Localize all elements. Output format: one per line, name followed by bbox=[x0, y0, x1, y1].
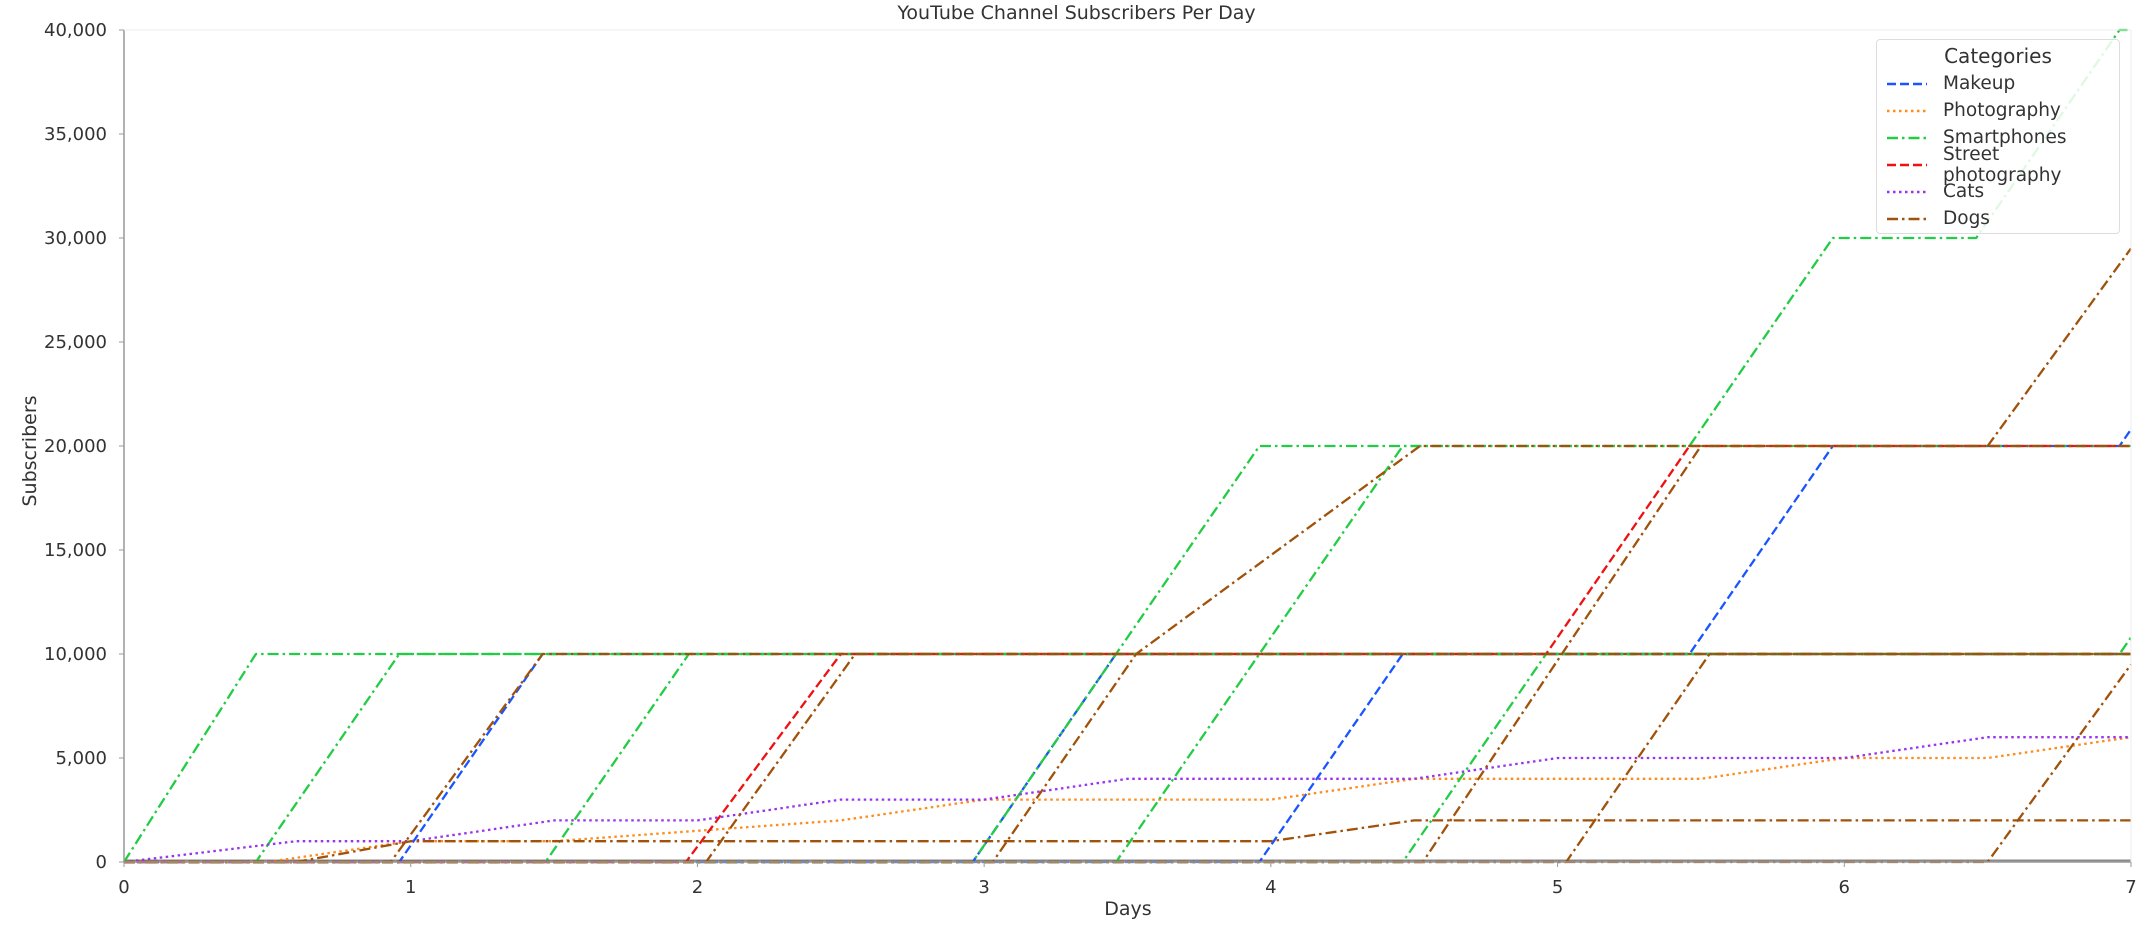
series-line-smartphones-9 bbox=[124, 636, 2132, 864]
series-line-dogs-18 bbox=[124, 663, 2132, 864]
legend-swatch bbox=[1887, 136, 1927, 139]
y-tick-label: 5,000 bbox=[55, 748, 107, 769]
legend-swatch bbox=[1887, 190, 1927, 193]
series-line-dogs-14 bbox=[124, 652, 2131, 864]
legend-swatch bbox=[1887, 217, 1927, 220]
legend-label: Street photography bbox=[1943, 143, 2062, 186]
x-tick-label: 4 bbox=[1265, 877, 1276, 898]
legend-item-photography: Photography bbox=[1887, 97, 2109, 124]
series-line-dogs-12 bbox=[124, 819, 2131, 864]
legend-item-street-photography: Street photography bbox=[1887, 144, 2109, 186]
y-axis-label: Subscribers bbox=[19, 395, 41, 507]
legend-swatch bbox=[1887, 163, 1927, 166]
legend-item-makeup: Makeup bbox=[1887, 70, 2109, 97]
series-line-makeup-2 bbox=[124, 428, 2132, 864]
legend-item-smartphones: Smartphones bbox=[1887, 124, 2109, 151]
series-line-makeup-0 bbox=[124, 652, 2131, 864]
x-tick-label: 5 bbox=[1552, 877, 1563, 898]
x-tick-label: 1 bbox=[405, 877, 416, 898]
series-line-smartphones-4 bbox=[123, 652, 2131, 863]
legend-item-dogs: Dogs bbox=[1887, 205, 2109, 232]
x-tick-label: 3 bbox=[978, 877, 989, 898]
x-axis-label: Days bbox=[1104, 898, 1152, 920]
y-tick-label: 30,000 bbox=[44, 228, 107, 249]
x-tick-label: 2 bbox=[692, 877, 703, 898]
legend-item-cats: Cats bbox=[1887, 178, 2109, 205]
legend-swatch bbox=[1887, 82, 1927, 85]
series-line-dogs-17 bbox=[124, 652, 2131, 864]
x-tick-label: 7 bbox=[2125, 877, 2136, 898]
series-line-photography-3 bbox=[124, 736, 2132, 864]
series-line-dogs-16 bbox=[124, 247, 2132, 864]
legend-label: Makeup bbox=[1943, 73, 2016, 94]
x-tick-label: 6 bbox=[1839, 877, 1850, 898]
legend: Categories Makeup Photography Smartphones S… bbox=[1876, 39, 2120, 234]
legend-label: Cats bbox=[1943, 181, 1985, 202]
series-line-cats-11 bbox=[123, 736, 2131, 864]
y-tick-label: 10,000 bbox=[44, 644, 107, 665]
legend-label: Dogs bbox=[1943, 208, 1990, 229]
y-tick-label: 15,000 bbox=[44, 540, 107, 561]
series-line-dogs-15 bbox=[124, 444, 2131, 864]
axes-layer: 0 1 2 3 4 5 6 7 0 5,000 10,000 15,000 20,000 25,000 30… bbox=[44, 20, 2137, 898]
y-tick-label: 20,000 bbox=[44, 436, 107, 457]
series-layer bbox=[123, 28, 2132, 864]
series-line-smartphones-6 bbox=[124, 652, 2131, 864]
y-tick-label: 0 bbox=[96, 852, 107, 873]
legend-label: Smartphones bbox=[1943, 127, 2067, 148]
y-tick-label: 35,000 bbox=[44, 124, 107, 145]
series-line-smartphones-5 bbox=[124, 652, 2131, 864]
legend-swatch bbox=[1887, 109, 1927, 112]
chart-title: YouTube Channel Subscribers Per Day bbox=[897, 2, 1256, 24]
legend-title: Categories bbox=[1944, 44, 2052, 68]
y-tick-label: 25,000 bbox=[44, 332, 107, 353]
series-line-dogs-13 bbox=[124, 652, 2131, 864]
series-line-makeup-1 bbox=[124, 652, 2131, 864]
x-tick-label: 0 bbox=[118, 877, 129, 898]
legend-label: Photography bbox=[1943, 100, 2061, 121]
y-tick-label: 40,000 bbox=[44, 20, 107, 41]
